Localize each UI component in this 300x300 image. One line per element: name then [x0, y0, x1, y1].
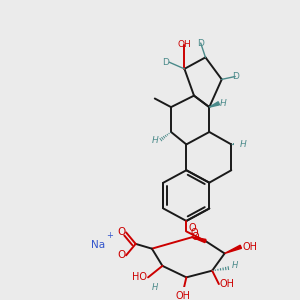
Text: H: H [152, 283, 158, 292]
Text: H: H [240, 140, 247, 149]
Text: OH: OH [243, 242, 258, 252]
Text: +: + [106, 231, 113, 240]
Polygon shape [225, 245, 242, 254]
Text: O: O [117, 227, 125, 237]
Text: H: H [220, 99, 226, 108]
Text: OH: OH [178, 40, 191, 50]
Text: D: D [197, 38, 204, 47]
Text: O: O [191, 232, 199, 242]
Text: O: O [117, 250, 125, 260]
Text: H: H [231, 261, 238, 270]
Text: Na: Na [91, 240, 105, 250]
Text: H: H [152, 136, 159, 145]
Text: OH: OH [220, 279, 235, 289]
Text: HO: HO [132, 272, 147, 282]
Text: O: O [188, 224, 196, 233]
Text: OH: OH [176, 291, 191, 300]
Polygon shape [209, 102, 220, 107]
Text: D: D [162, 58, 169, 67]
Text: O: O [190, 228, 198, 239]
Polygon shape [192, 237, 206, 243]
Text: D: D [232, 72, 238, 81]
